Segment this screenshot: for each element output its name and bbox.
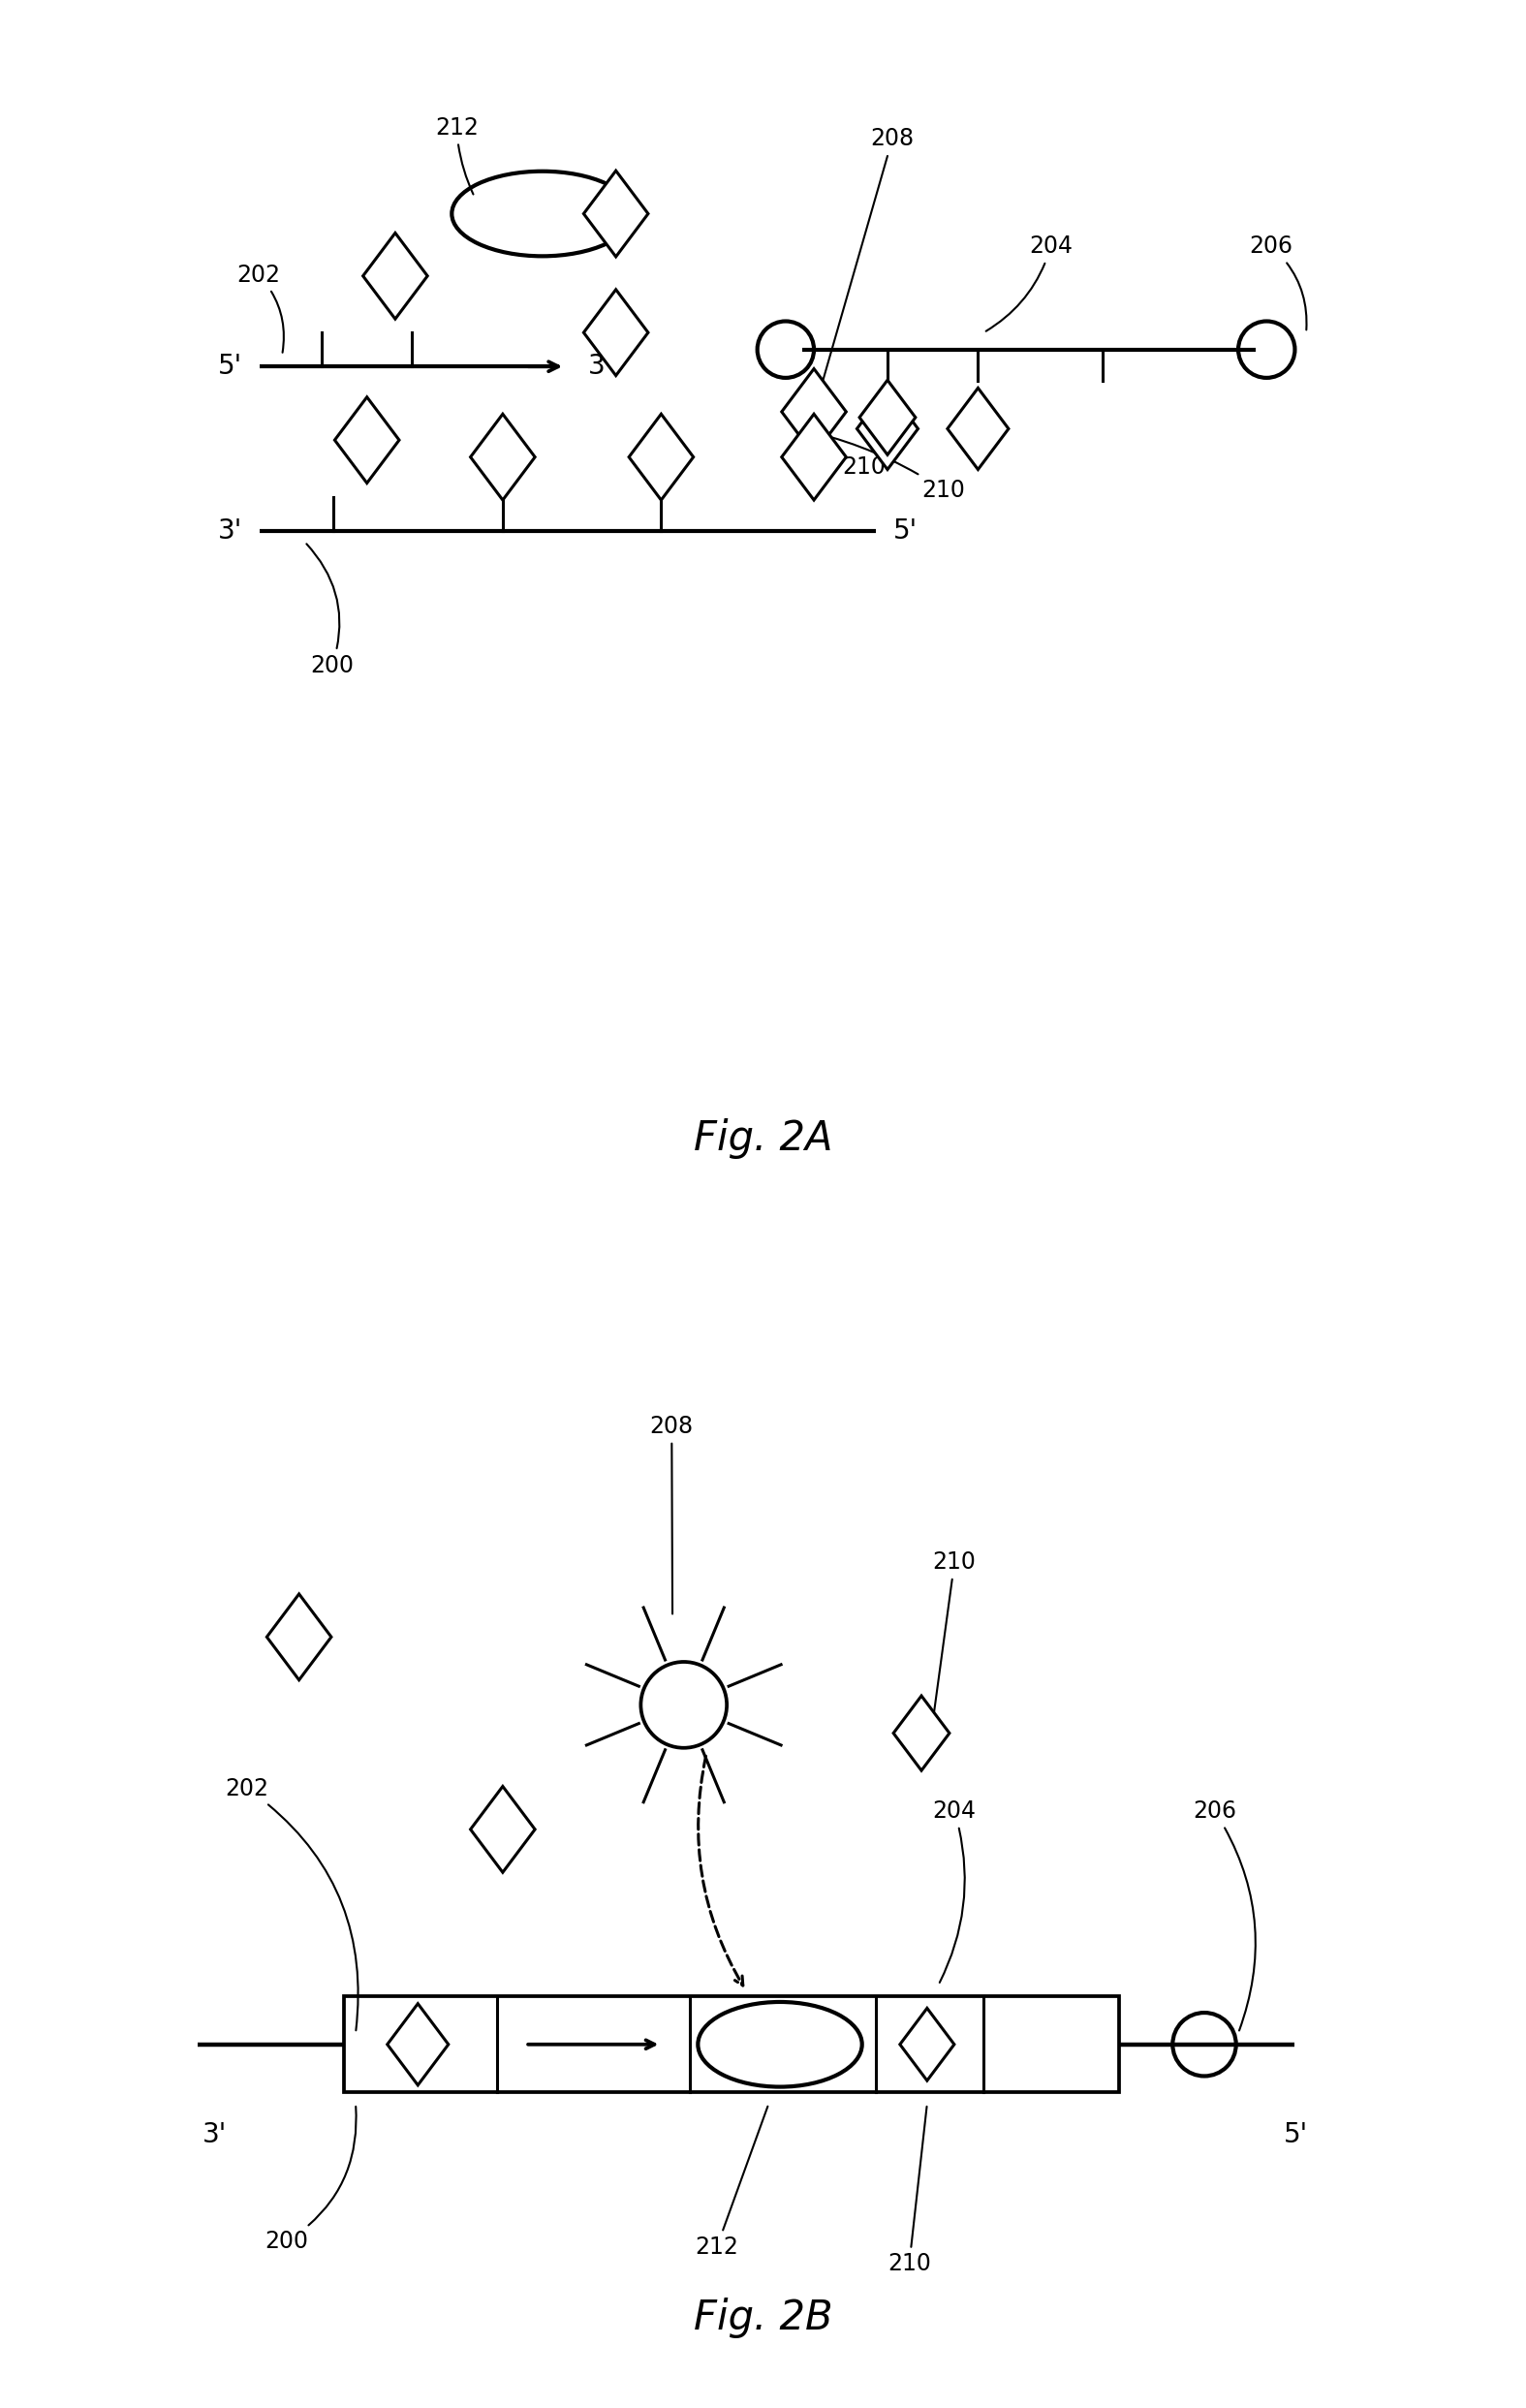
Text: 208: 208 [815, 128, 914, 409]
Polygon shape [470, 414, 536, 501]
Text: 3': 3' [218, 518, 243, 544]
Polygon shape [781, 368, 847, 455]
Text: 210: 210 [800, 429, 964, 501]
Text: 210: 210 [888, 2107, 931, 2276]
Polygon shape [363, 234, 427, 318]
Text: 204: 204 [932, 1799, 977, 1982]
Polygon shape [583, 289, 649, 376]
Polygon shape [900, 2008, 954, 2081]
Text: 5': 5' [893, 518, 917, 544]
Polygon shape [388, 2003, 449, 2085]
Polygon shape [334, 397, 400, 484]
Polygon shape [858, 388, 919, 470]
Text: 212: 212 [435, 116, 478, 195]
Text: 5': 5' [1283, 2121, 1308, 2148]
Text: 208: 208 [650, 1416, 693, 1613]
Polygon shape [629, 414, 693, 501]
Bar [345, 1996, 1120, 2093]
Text: 202: 202 [237, 262, 284, 352]
Text: 3': 3' [588, 354, 612, 380]
Polygon shape [267, 1594, 331, 1681]
Text: 204: 204 [986, 236, 1073, 332]
Polygon shape [583, 171, 649, 258]
Text: 202: 202 [226, 1777, 359, 2030]
Polygon shape [859, 380, 916, 455]
Polygon shape [781, 414, 847, 501]
Text: 3': 3' [203, 2121, 227, 2148]
Text: 200: 200 [307, 544, 354, 677]
Text: 210: 210 [932, 1551, 977, 1719]
Polygon shape [470, 1787, 536, 1873]
Text: 200: 200 [266, 2107, 356, 2254]
Polygon shape [948, 388, 1009, 470]
Text: 206: 206 [1250, 236, 1306, 330]
Text: Fig. 2A: Fig. 2A [693, 1117, 833, 1158]
Text: 5': 5' [218, 354, 243, 380]
Text: 212: 212 [696, 2107, 768, 2259]
Text: 206: 206 [1193, 1799, 1256, 2030]
Text: Fig. 2B: Fig. 2B [693, 2297, 833, 2338]
Polygon shape [893, 1695, 949, 1770]
Text: 210: 210 [842, 431, 897, 479]
